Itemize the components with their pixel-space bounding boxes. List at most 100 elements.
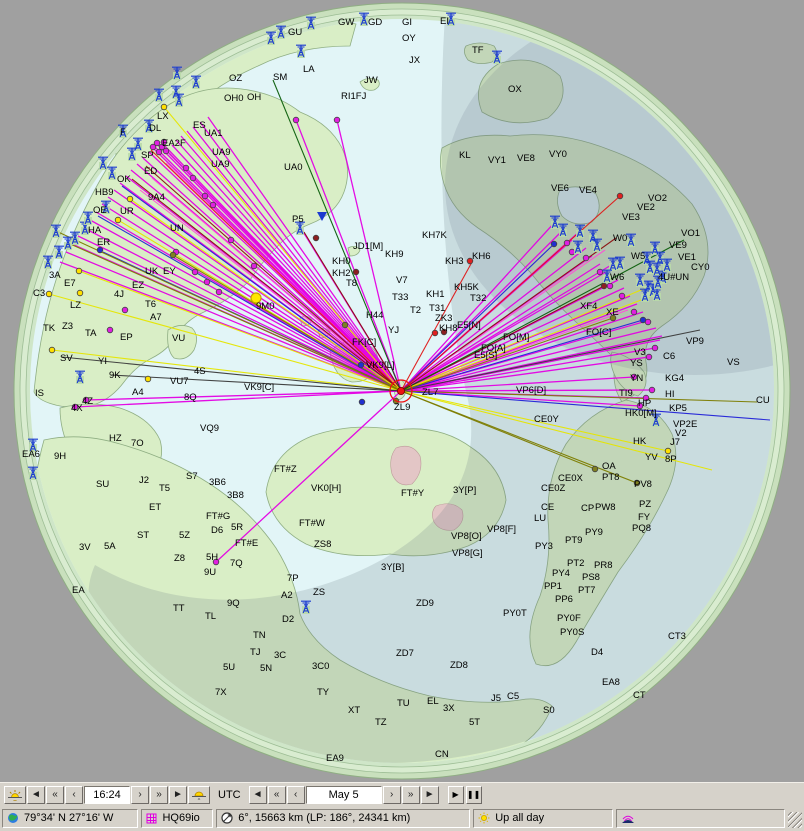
antenna-icon: [173, 93, 185, 107]
prefix-label: T2: [410, 305, 421, 316]
sunset-button[interactable]: [188, 785, 210, 804]
spot-dot: [149, 143, 157, 151]
prefix-label: PT2: [567, 558, 584, 569]
path-line: [400, 195, 621, 392]
prefix-label: TL: [205, 611, 216, 622]
prefix-label: CN: [435, 749, 449, 760]
prefix-label: JD1[M]: [353, 241, 383, 252]
spot-dot: [352, 268, 360, 276]
prefix-label: ZK3: [435, 313, 452, 324]
prefix-label: 5U: [223, 662, 235, 673]
date-skip-prev-button[interactable]: «: [267, 785, 286, 804]
path-line: [145, 165, 402, 392]
path-line: [400, 390, 771, 421]
prefix-label: P5: [292, 214, 304, 225]
date-big-prev-button[interactable]: ◄: [248, 785, 267, 804]
antenna-icon: [491, 50, 503, 64]
prefix-label: CE0X: [558, 473, 583, 484]
prefix-label: 3Y[P]: [453, 485, 476, 496]
prefix-label: FO[M]: [503, 332, 529, 343]
prefix-label: OY: [402, 33, 416, 44]
spot-dot: [358, 398, 366, 406]
prefix-label: 9H: [54, 451, 66, 462]
time-skip-prev-button[interactable]: «: [46, 785, 64, 804]
prefix-label: JW: [364, 75, 378, 86]
prefix-label: ZS: [313, 587, 325, 598]
antenna-icon: [97, 156, 109, 170]
path-line: [400, 247, 587, 392]
time-big-prev-button[interactable]: ◄: [27, 785, 45, 804]
spot-dot: [209, 201, 217, 209]
prefix-label: HB9: [95, 187, 113, 198]
spot-dot: [203, 278, 211, 286]
prefix-label: GI: [402, 17, 412, 28]
prefix-label: SU: [96, 479, 109, 490]
prefix-label: 8P: [665, 454, 677, 465]
world-map[interactable]: GU GW GD GI EI OY JX TF SM LA JW RI1FJ OX KL VY1 VE8 VY0…: [0, 0, 804, 782]
prefix-label: UR: [120, 206, 134, 217]
prefix-label: 4Z: [82, 396, 93, 407]
path-line: [400, 390, 713, 471]
prefix-label: KH2: [332, 268, 350, 279]
prefix-label: ST: [137, 530, 149, 541]
prefix-label: UK: [145, 266, 159, 277]
time-skip-next-button[interactable]: »: [150, 785, 168, 804]
prefix-label: 3C: [274, 650, 286, 661]
prefix-label: FT#Z: [274, 464, 297, 475]
prefix-label: EZ: [132, 280, 144, 291]
prefix-label: XE: [606, 307, 619, 318]
prefix-label: C3: [33, 288, 45, 299]
antenna-icon: [549, 215, 561, 229]
antenna-icon: [50, 224, 62, 238]
sunrise-button[interactable]: [4, 785, 26, 804]
path-line: [172, 254, 402, 392]
sunset-icon: [192, 791, 206, 799]
prefix-label: UA1: [204, 128, 222, 139]
prefix-label: VY1: [488, 155, 506, 166]
spot-dot: [250, 262, 258, 270]
spot-dot: [45, 290, 53, 298]
date-step-prev-button[interactable]: ‹: [286, 785, 305, 804]
prefix-label: GW: [338, 17, 354, 28]
prefix-label: V2: [675, 428, 687, 439]
prefix-label: CE0Y: [534, 414, 559, 425]
path-line: [131, 178, 402, 392]
prefix-label: T5: [159, 483, 170, 494]
path-line: [400, 317, 614, 392]
prefix-label: A4: [132, 387, 144, 398]
time-big-next-button[interactable]: ►: [169, 785, 187, 804]
grid-square-panel: HQ69io: [141, 808, 214, 828]
prefix-label: VS: [727, 357, 740, 368]
path-line: [65, 251, 402, 392]
path-line: [67, 242, 402, 392]
prefix-label: TF: [472, 45, 484, 56]
prefix-label: F: [120, 127, 126, 138]
prefix-label: J5: [491, 693, 501, 704]
prefix-label: YJ: [388, 325, 399, 336]
path-line: [156, 143, 402, 392]
spot-dot: [609, 314, 617, 322]
prefix-label: V7: [396, 275, 408, 286]
date-big-next-button[interactable]: ►: [420, 785, 439, 804]
prefix-label: VE2: [637, 202, 655, 213]
date-skip-next-button[interactable]: »: [401, 785, 420, 804]
prefix-label: 7X: [215, 687, 227, 698]
spot-dot: [160, 138, 168, 146]
animate-pause-button[interactable]: ❚❚: [465, 785, 482, 804]
date-step-next-button[interactable]: ›: [382, 785, 401, 804]
prefix-label: PY3: [535, 541, 553, 552]
spot-dot: [440, 328, 448, 336]
antenna-icon: [625, 233, 637, 247]
resize-grip[interactable]: [788, 812, 802, 828]
animate-play-button[interactable]: ▶: [447, 785, 464, 804]
prefix-label: ED: [144, 166, 157, 177]
prefix-label: YV: [645, 452, 658, 463]
spot-dot: [648, 386, 656, 394]
path-line: [272, 79, 402, 392]
prefix-label: 3V: [79, 542, 91, 553]
path-line: [400, 389, 653, 392]
prefix-label: VE6: [551, 183, 569, 194]
time-step-prev-button[interactable]: ‹: [65, 785, 83, 804]
spot-dot: [312, 234, 320, 242]
time-step-next-button[interactable]: ›: [131, 785, 149, 804]
